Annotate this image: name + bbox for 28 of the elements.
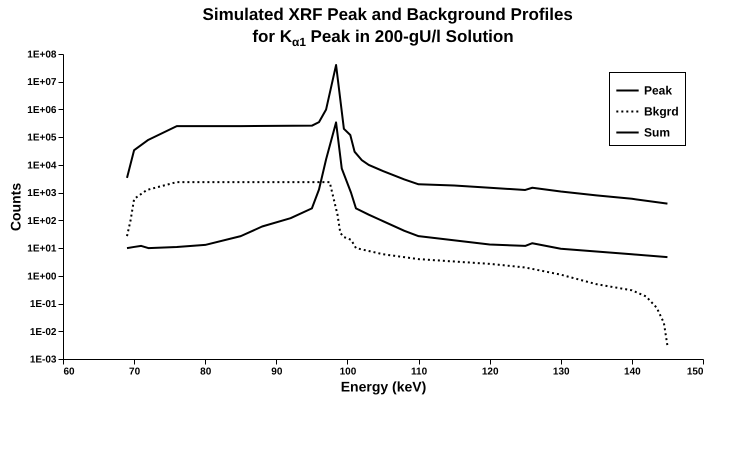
x-tick-label: 130	[552, 366, 570, 378]
legend-label: Bkgrd	[644, 104, 679, 118]
x-tick-label: 120	[482, 366, 499, 378]
y-tick-label: 1E-02	[30, 326, 57, 338]
y-tick-label: 1E+06	[27, 104, 57, 116]
y-tick-label: 1E+04	[27, 160, 57, 172]
y-tick-label: 1E+03	[27, 188, 57, 200]
x-tick-label: 60	[64, 366, 76, 378]
x-tick-label: 80	[200, 366, 212, 378]
y-tick-label: 1E-01	[30, 299, 57, 310]
x-tick-label: 110	[410, 366, 428, 378]
y-tick-label: 1E+07	[27, 77, 57, 88]
x-axis-title: Energy (keV)	[340, 378, 426, 394]
y-tick-label: 1E+05	[27, 132, 57, 144]
x-tick-label: 100	[340, 366, 357, 378]
y-tick-label: 1E+08	[27, 50, 57, 60]
y-tick-label: 1E+00	[27, 271, 57, 282]
y-axis-title: Counts	[7, 182, 24, 232]
legend-label: Sum	[644, 126, 670, 140]
y-tick-label: 1E-03	[30, 354, 57, 366]
legend-label: Peak	[644, 84, 672, 98]
x-tick-label: 150	[686, 366, 704, 378]
y-tick-label: 1E+01	[27, 244, 57, 255]
y-tick-label: 1E+02	[27, 216, 57, 227]
x-tick-label: 140	[624, 366, 642, 378]
text: Simulated XRF Peak and Background Profiles	[202, 5, 573, 24]
x-tick-label: 90	[271, 366, 283, 378]
x-tick-label: 70	[129, 366, 141, 378]
